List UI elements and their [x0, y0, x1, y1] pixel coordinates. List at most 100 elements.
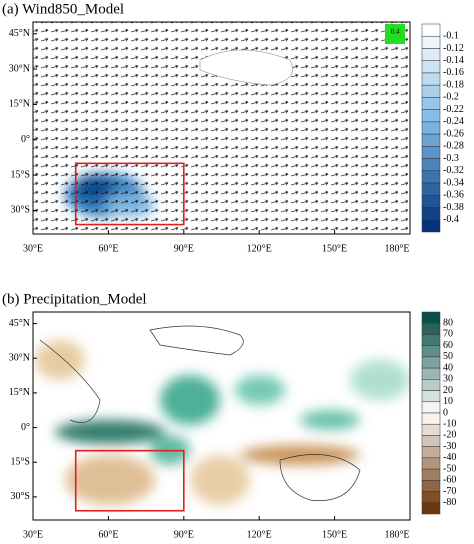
colorbar-box: [421, 23, 441, 37]
colorbar-box: [421, 491, 441, 504]
colorbar-box: [421, 121, 441, 135]
y-tick-label: 15°S: [10, 457, 30, 468]
colorbar-label: -70: [443, 486, 456, 497]
colorbar-box: [421, 146, 441, 159]
panel-title: (b) Precipitation_Model: [2, 291, 147, 307]
x-tick-label: 120°E: [247, 243, 272, 254]
y-tick-label: 45°N: [9, 318, 30, 329]
colorbar-label: -0.4: [443, 214, 459, 225]
colorbar-box: [421, 97, 441, 110]
x-tick-label: 30°E: [23, 529, 43, 539]
colorbar-box: [421, 170, 441, 184]
colorbar-label: 0: [443, 407, 448, 418]
colorbar-box: [421, 412, 441, 425]
colorbar-box: [421, 390, 441, 403]
colorbar-box: [421, 84, 441, 98]
colorbar-label: 50: [443, 351, 453, 362]
x-tick-label: 60°E: [98, 529, 118, 539]
colorbar-box: [421, 195, 441, 208]
colorbar-box: [421, 468, 441, 481]
colorbar-box: [421, 72, 441, 86]
colorbar-box: [421, 219, 441, 233]
overlay: (a) Wind850_Model 30°E 60°E 90°E 120°E 150°E 1…: [2, 1, 464, 540]
colorbar-label: -80: [443, 497, 456, 508]
y-tick-label: 45°N: [9, 28, 30, 39]
colorbar-label: -50: [443, 463, 456, 474]
panel-title: (a) Wind850_Model: [2, 1, 124, 17]
colorbar-label: -0.36: [443, 190, 464, 201]
colorbar-label: 20: [443, 385, 453, 396]
map-frame: [32, 311, 411, 521]
colorbar-label: -0.16: [443, 67, 464, 78]
colorbar-label: 70: [443, 329, 453, 340]
colorbar-box: [421, 446, 441, 459]
colorbar-box: [421, 35, 441, 49]
x-tick-label: 180°E: [384, 529, 409, 539]
colorbar-label: -0.14: [443, 55, 464, 66]
precip-field: [33, 312, 410, 520]
colorbar-box: [421, 367, 441, 380]
y-tick-label: 30°S: [10, 205, 30, 216]
colorbar-box: [421, 322, 441, 335]
colorbar-label: -10: [443, 419, 456, 430]
x-tick-label: 150°E: [322, 243, 347, 254]
y-tick-label: 15°N: [9, 99, 30, 110]
colorbar-label: -0.3: [443, 153, 459, 164]
colorbar-label: -0.12: [443, 43, 464, 54]
colorbar-label: -40: [443, 452, 456, 463]
colorbar-label: -0.2: [443, 92, 459, 103]
colorbar-label: -0.34: [443, 177, 464, 188]
colorbar-label: -0.38: [443, 202, 464, 213]
x-tick-label: 150°E: [322, 529, 347, 539]
y-tick-label: 15°N: [9, 387, 30, 398]
colorbar-box: [421, 401, 441, 414]
colorbar-box: [421, 423, 441, 436]
region-box: [74, 449, 185, 512]
colorbar-label: -30: [443, 441, 456, 452]
x-tick-label: 90°E: [174, 529, 194, 539]
y-tick-label: 0°: [21, 134, 30, 145]
x-tick-label: 90°E: [174, 243, 194, 254]
y-tick-label: 0°: [21, 422, 30, 433]
colorbar-label: 80: [443, 318, 453, 329]
colorbar-box: [421, 334, 441, 346]
colorbar-label: -0.22: [443, 104, 464, 115]
colorbar-box: [421, 158, 441, 172]
colorbar-box: [421, 60, 441, 74]
colorbar-label: -0.28: [443, 141, 464, 152]
colorbar-label: 40: [443, 362, 453, 373]
colorbar-box: [421, 480, 441, 492]
colorbar-box: [421, 109, 441, 123]
colorbar-box: [421, 457, 441, 470]
map-frame: [32, 21, 411, 235]
x-tick-label: 120°E: [247, 529, 272, 539]
x-tick-label: 180°E: [384, 243, 409, 254]
wind-field: [33, 22, 410, 234]
region-box: [74, 162, 185, 226]
colorbar-box: [421, 379, 441, 391]
colorbar-label: -0.26: [443, 128, 464, 139]
y-tick-label: 30°S: [10, 491, 30, 502]
colorbar-box: [421, 48, 441, 61]
colorbar-label: -0.32: [443, 165, 464, 176]
colorbar-box: [421, 435, 441, 447]
colorbar-label: 30: [443, 374, 453, 385]
colorbar-box: [421, 207, 441, 221]
colorbar-label: -20: [443, 430, 456, 441]
y-tick-label: 30°N: [9, 63, 30, 74]
colorbar-box: [421, 182, 441, 196]
x-tick-label: 30°E: [23, 243, 43, 254]
colorbar-box: [421, 133, 441, 147]
colorbar-label: 60: [443, 340, 453, 351]
colorbar-box: [421, 311, 441, 324]
y-tick-label: 30°N: [9, 353, 30, 364]
colorbar-label: -60: [443, 475, 456, 486]
colorbar-box: [421, 345, 441, 358]
colorbar-label: -0.18: [443, 79, 464, 90]
y-tick-label: 15°S: [10, 169, 30, 180]
colorbar-box: [421, 502, 441, 515]
colorbar-label: -0.1: [443, 31, 459, 42]
colorbar-box: [421, 356, 441, 369]
colorbar-label: -0.24: [443, 116, 464, 127]
